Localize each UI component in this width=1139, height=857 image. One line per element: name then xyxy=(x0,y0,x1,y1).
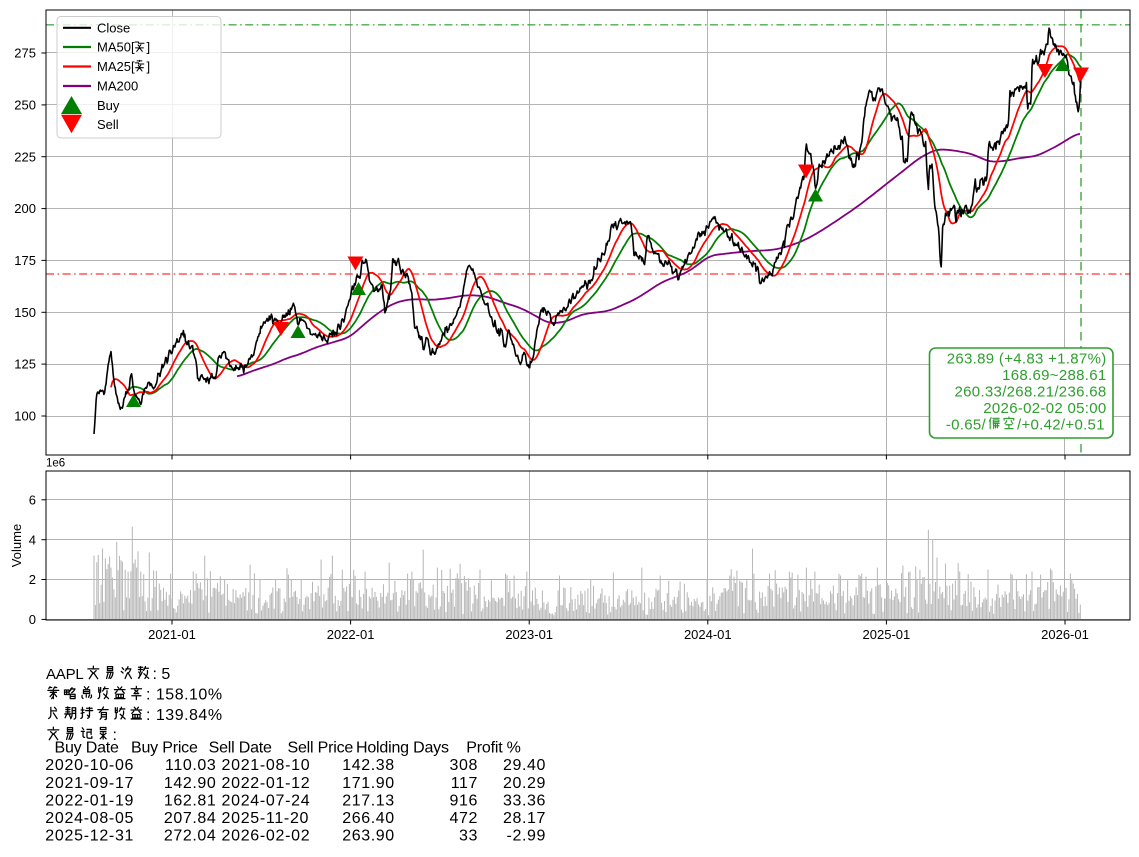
svg-text:2022-01-19: 2022-01-19 xyxy=(45,792,134,809)
svg-text:0: 0 xyxy=(29,612,36,627)
svg-text:MA200: MA200 xyxy=(97,79,138,94)
svg-text:308: 308 xyxy=(450,757,479,774)
svg-text:162.81: 162.81 xyxy=(164,792,217,809)
svg-text:171.90: 171.90 xyxy=(342,775,395,792)
svg-text:/+0.42/+0.51: /+0.42/+0.51 xyxy=(1017,416,1105,433)
svg-text:2026-02-02: 2026-02-02 xyxy=(222,828,311,845)
svg-text:6: 6 xyxy=(29,492,36,507)
svg-text:2: 2 xyxy=(29,572,36,587)
svg-text:MA50[: MA50[ xyxy=(97,40,135,55)
svg-text:2021-09-17: 2021-09-17 xyxy=(45,775,134,792)
svg-text:2023-01: 2023-01 xyxy=(505,627,553,642)
svg-text:263.90: 263.90 xyxy=(342,828,395,845)
svg-text:2024-07-24: 2024-07-24 xyxy=(222,792,311,809)
svg-text:]: ] xyxy=(147,59,151,74)
svg-text:142.90: 142.90 xyxy=(164,775,217,792)
svg-text:260.33/268.21/236.68: 260.33/268.21/236.68 xyxy=(955,383,1107,400)
svg-text:200: 200 xyxy=(14,201,36,216)
svg-text:266.40: 266.40 xyxy=(342,810,395,827)
svg-text:2021-08-10: 2021-08-10 xyxy=(222,757,311,774)
svg-text:Profit %: Profit % xyxy=(466,740,520,757)
svg-text:MA25[: MA25[ xyxy=(97,59,135,74)
svg-text:Sell Date: Sell Date xyxy=(209,740,272,757)
svg-text:4: 4 xyxy=(29,532,36,547)
svg-text:207.84: 207.84 xyxy=(164,810,217,827)
svg-text:Buy Date: Buy Date xyxy=(55,740,120,757)
svg-text:33.36: 33.36 xyxy=(503,792,546,809)
svg-text:117: 117 xyxy=(451,775,478,792)
svg-text:275: 275 xyxy=(14,46,36,61)
svg-text:Sell: Sell xyxy=(97,117,119,132)
svg-text:2026-01: 2026-01 xyxy=(1041,627,1089,642)
svg-text:]: ] xyxy=(147,40,151,55)
svg-text:Sell Price: Sell Price xyxy=(288,740,354,757)
svg-text:125: 125 xyxy=(14,357,36,372)
svg-text:2020-10-06: 2020-10-06 xyxy=(45,757,134,774)
svg-text:-0.65/: -0.65/ xyxy=(946,416,987,433)
svg-text:Buy Price: Buy Price xyxy=(131,740,198,757)
svg-text:: 5: : 5 xyxy=(153,666,171,683)
svg-text:2022-01: 2022-01 xyxy=(327,627,375,642)
svg-text:33: 33 xyxy=(459,828,478,845)
svg-text:142.38: 142.38 xyxy=(342,757,395,774)
svg-text:2025-01: 2025-01 xyxy=(863,627,911,642)
svg-text:225: 225 xyxy=(14,149,36,164)
svg-text:29.40: 29.40 xyxy=(503,757,546,774)
svg-text:Holding Days: Holding Days xyxy=(356,740,449,757)
svg-text:2024-08-05: 2024-08-05 xyxy=(45,810,134,827)
svg-text:28.17: 28.17 xyxy=(503,810,546,827)
svg-text:Buy: Buy xyxy=(97,98,120,113)
svg-text:AAPL: AAPL xyxy=(46,666,84,683)
svg-text:20.29: 20.29 xyxy=(503,775,546,792)
svg-text:168.69~288.61: 168.69~288.61 xyxy=(1002,367,1106,384)
svg-text:1e6: 1e6 xyxy=(46,458,65,470)
svg-text:: 139.84%: : 139.84% xyxy=(146,707,223,724)
svg-text:272.04: 272.04 xyxy=(164,828,217,845)
svg-text:100: 100 xyxy=(14,409,36,424)
svg-text:2025-12-31: 2025-12-31 xyxy=(45,828,134,845)
svg-text::: : xyxy=(113,727,117,744)
svg-text:250: 250 xyxy=(14,98,36,113)
svg-text:110.03: 110.03 xyxy=(165,757,216,774)
svg-text:2022-01-12: 2022-01-12 xyxy=(222,775,311,792)
svg-text:217.13: 217.13 xyxy=(342,792,395,809)
svg-text:: 158.10%: : 158.10% xyxy=(146,687,223,704)
svg-text:Close: Close xyxy=(97,20,130,35)
svg-text:2025-11-20: 2025-11-20 xyxy=(222,810,310,827)
svg-text:2026-02-02 05:00: 2026-02-02 05:00 xyxy=(983,400,1106,417)
svg-text:150: 150 xyxy=(14,305,36,320)
svg-text:2021-01: 2021-01 xyxy=(148,627,196,642)
svg-text:-2.99: -2.99 xyxy=(507,828,546,845)
svg-text:472: 472 xyxy=(450,810,479,827)
svg-text:Volume: Volume xyxy=(9,524,24,567)
svg-text:2024-01: 2024-01 xyxy=(684,627,732,642)
svg-text:263.89 (+4.83 +1.87%): 263.89 (+4.83 +1.87%) xyxy=(947,350,1107,367)
svg-text:175: 175 xyxy=(14,253,36,268)
svg-text:916: 916 xyxy=(450,792,479,809)
